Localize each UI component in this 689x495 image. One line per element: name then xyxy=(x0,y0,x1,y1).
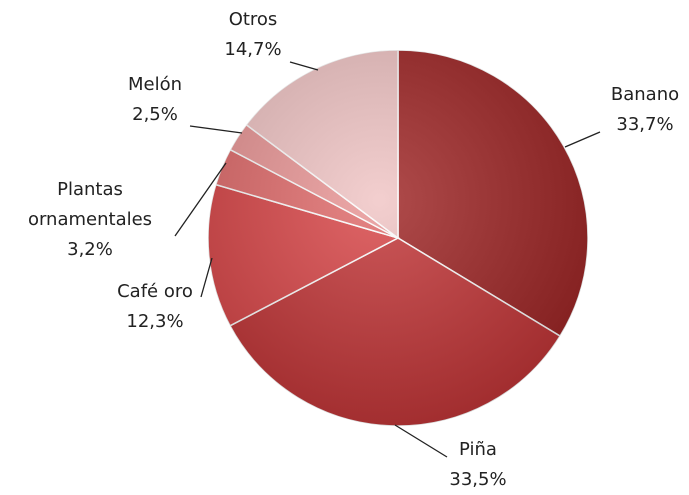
leader-line xyxy=(174,162,227,237)
slice-label: Banano 33,7% xyxy=(611,80,679,140)
slice-label: Piña 33,5% xyxy=(449,435,506,495)
category-label: Melón xyxy=(127,74,183,95)
value-label: 33,5% xyxy=(449,469,507,490)
slice-label: Plantas ornamentales 3,2% xyxy=(5,175,175,265)
slice-label: Otros 14,7% xyxy=(224,5,281,65)
leader-line xyxy=(289,61,319,71)
value-label: 33,7% xyxy=(616,114,674,135)
category-label: Otros xyxy=(228,9,278,30)
value-label: 2,5% xyxy=(132,104,178,125)
category-label: Piña xyxy=(459,439,497,460)
category-label: Plantas ornamentales xyxy=(27,179,153,230)
value-label: 14,7% xyxy=(224,39,282,60)
value-label: 3,2% xyxy=(67,239,113,260)
slice-label: Café oro 12,3% xyxy=(117,277,193,337)
category-label: Café oro xyxy=(117,281,193,302)
slice-label: Melón 2,5% xyxy=(128,70,182,130)
leader-line xyxy=(200,257,213,298)
leader-line xyxy=(564,131,601,148)
leader-line xyxy=(394,424,448,458)
value-label: 12,3% xyxy=(126,311,184,332)
category-label: Banano xyxy=(610,84,680,105)
leader-line xyxy=(189,125,243,134)
